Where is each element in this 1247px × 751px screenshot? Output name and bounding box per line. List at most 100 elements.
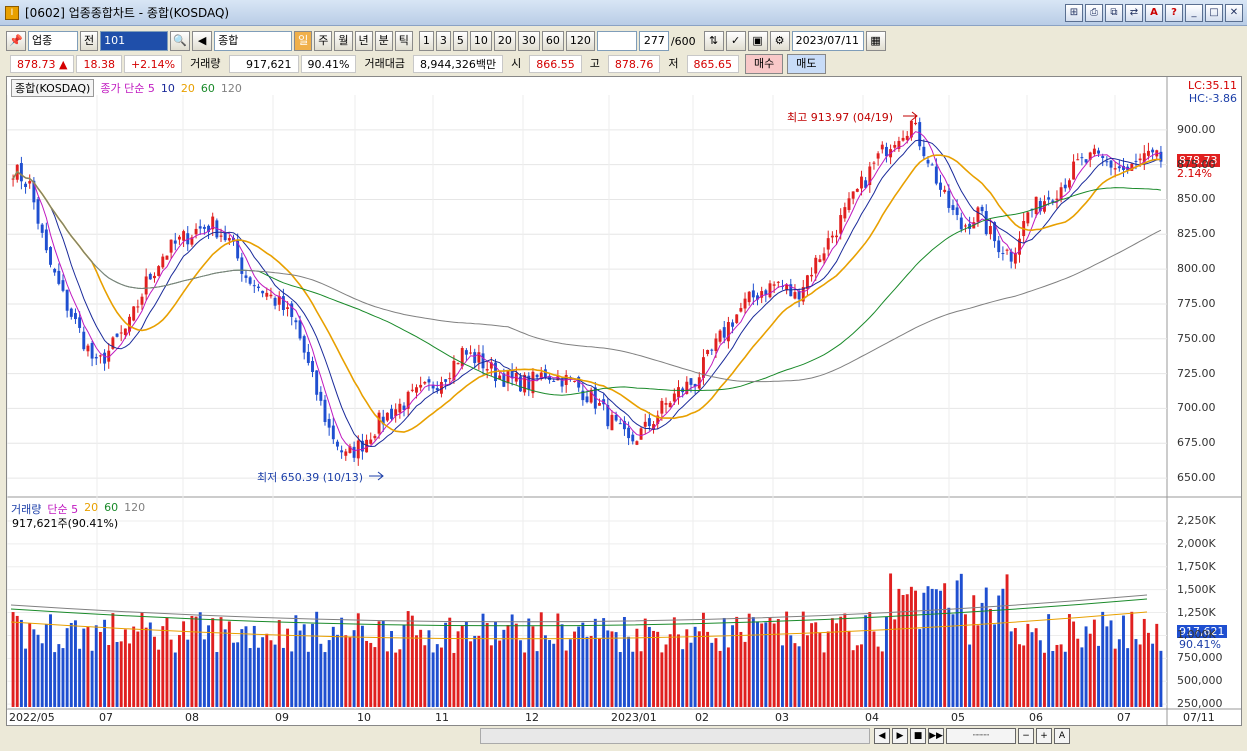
buy-button[interactable]: 매수	[745, 54, 784, 74]
volume-bar	[1030, 632, 1034, 707]
chart-tool-icon[interactable]: ⇅	[703, 31, 724, 51]
settings-icon[interactable]: ⚙	[769, 31, 790, 51]
volume-tick-label: 2,000K	[1177, 536, 1216, 550]
volume-bar	[269, 640, 273, 707]
title-bar: I [0602] 업종종합차트 - 종합(KOSDAQ) ⊞ ⎙ ⧉ ⇄ A ?…	[0, 0, 1247, 26]
volume-bar	[1018, 644, 1021, 707]
layout-icon[interactable]: ⊞	[1065, 4, 1083, 22]
nav-prev-button[interactable]: ◀	[874, 728, 890, 744]
volume-bar	[473, 635, 477, 707]
volume-bar	[855, 645, 859, 707]
zoom-out-button[interactable]: −	[1018, 728, 1034, 744]
help-icon[interactable]: ?	[1165, 4, 1183, 22]
custom-number-input[interactable]	[596, 31, 637, 51]
candle-body	[323, 399, 327, 422]
volume-bar	[53, 652, 57, 707]
volume-bar	[593, 618, 597, 707]
price-legend-name[interactable]: 종합(KOSDAQ)	[11, 79, 95, 97]
candle-body	[169, 239, 173, 253]
volume-bar	[1084, 626, 1088, 707]
candle-body	[668, 402, 672, 408]
search-icon[interactable]: 🔍	[170, 31, 191, 51]
sector-select[interactable]: 업종	[28, 31, 78, 51]
num-3[interactable]: 3	[435, 31, 451, 51]
volume-bar	[577, 626, 581, 707]
prev-button[interactable]: 전	[80, 31, 99, 51]
candle-body	[1080, 157, 1084, 159]
link-icon[interactable]: ⇄	[1125, 4, 1143, 22]
nav-stop-button[interactable]: ■	[910, 728, 926, 744]
volume-bar	[190, 615, 194, 707]
num-1[interactable]: 1	[418, 31, 434, 51]
candle-body	[1101, 156, 1105, 159]
copy-icon[interactable]: ⧉	[1105, 4, 1123, 22]
code-input[interactable]: 101	[100, 31, 169, 51]
candle-body	[173, 240, 177, 244]
ma10-label: 10	[160, 81, 175, 95]
candle-body	[410, 389, 414, 391]
candle-body	[1097, 150, 1100, 154]
save-icon[interactable]: ▣	[747, 31, 768, 51]
zoom-slider[interactable]: ┈┈┈	[946, 728, 1016, 744]
candle-body	[839, 215, 843, 234]
period-day[interactable]: 일	[294, 31, 313, 51]
font-icon[interactable]: A	[1145, 4, 1163, 22]
chart-area[interactable]: 종합(KOSDAQ) 종가 단순 5 10 20 60 120 LC:35.11…	[6, 76, 1242, 726]
calendar-icon[interactable]: ▦	[865, 31, 886, 51]
zoom-in-button[interactable]: +	[1036, 728, 1052, 744]
candle-body	[502, 373, 506, 387]
num-20[interactable]: 20	[493, 31, 516, 51]
candle-body	[415, 387, 418, 393]
volume-bar	[951, 614, 955, 707]
candle-body	[1034, 196, 1038, 215]
print-icon[interactable]: ⎙	[1085, 4, 1103, 22]
count-input[interactable]: 277	[638, 31, 669, 51]
volume-tick-label: 500,000	[1177, 674, 1223, 688]
num-5[interactable]: 5	[452, 31, 468, 51]
candle-body	[427, 379, 431, 383]
candle-body	[751, 290, 755, 298]
volume-bar	[489, 645, 493, 707]
period-year[interactable]: 년	[354, 31, 373, 51]
x-tick-label: 2022/05	[9, 711, 55, 724]
minimize-button[interactable]: _	[1185, 4, 1203, 22]
date-input[interactable]: 2023/07/11	[791, 31, 864, 51]
chart-scrollbar[interactable]	[480, 728, 870, 744]
maximize-button[interactable]: □	[1205, 4, 1223, 22]
volume-bar	[880, 651, 884, 707]
volume-bar	[456, 631, 460, 707]
indicator-icon[interactable]: ✓	[725, 31, 746, 51]
candle-body	[718, 330, 722, 342]
speaker-icon[interactable]: ◀	[192, 31, 213, 51]
candle-body	[1146, 150, 1150, 156]
candle-body	[1001, 253, 1005, 255]
period-week[interactable]: 주	[314, 31, 333, 51]
num-60[interactable]: 60	[541, 31, 564, 51]
period-month[interactable]: 월	[334, 31, 353, 51]
volume-bar	[1146, 632, 1150, 707]
nav-fast-button[interactable]: ▶▶	[928, 728, 944, 744]
candle-body	[103, 352, 107, 364]
candle-body	[194, 228, 198, 235]
close-button[interactable]: ✕	[1225, 4, 1243, 22]
num-10[interactable]: 10	[469, 31, 492, 51]
font-size-button[interactable]: A	[1054, 728, 1070, 744]
period-minute[interactable]: 분	[374, 31, 393, 51]
candle-body	[1005, 249, 1009, 251]
period-tick[interactable]: 틱	[394, 31, 413, 51]
candle-body	[822, 253, 826, 261]
nav-next-button[interactable]: ▶	[892, 728, 908, 744]
sell-button[interactable]: 매도	[787, 54, 826, 74]
candle-body	[768, 283, 772, 298]
candle-body	[28, 181, 32, 184]
candle-body	[340, 450, 344, 453]
vol-ma20-label: 20	[84, 501, 99, 514]
pin-icon[interactable]: 📌	[6, 31, 26, 51]
volume-bar	[1117, 639, 1121, 707]
num-30[interactable]: 30	[517, 31, 540, 51]
num-120[interactable]: 120	[565, 31, 595, 51]
candle-body	[360, 440, 364, 452]
candle-body	[1151, 149, 1155, 153]
candle-body	[65, 289, 69, 311]
candle-body	[352, 446, 356, 458]
